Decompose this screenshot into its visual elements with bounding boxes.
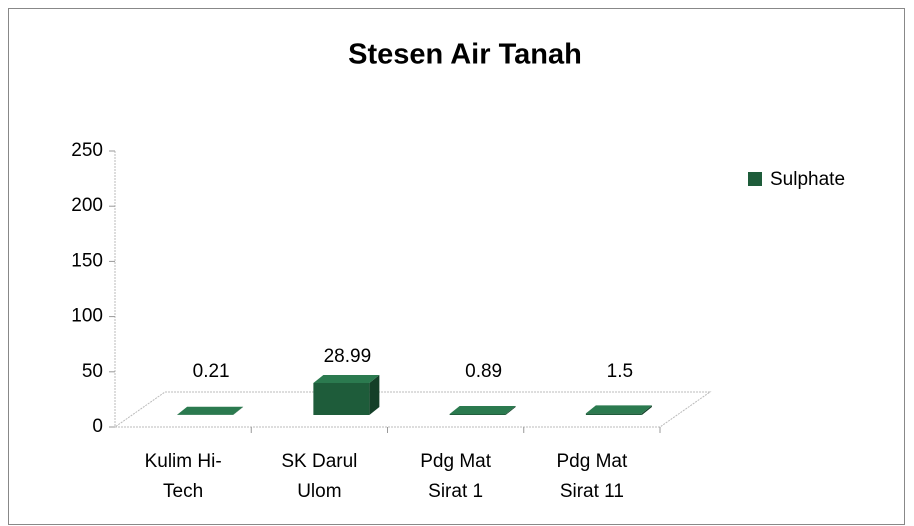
x-tick-label: Pdg Mat Sirat 11 <box>556 451 628 502</box>
bar-front <box>313 382 370 415</box>
y-tick-label: 0 <box>92 416 103 437</box>
bar-side <box>369 374 380 415</box>
legend-swatch <box>748 172 762 186</box>
value-label: 1.5 <box>607 361 633 382</box>
bar-top <box>313 374 380 383</box>
y-tick-label: 50 <box>82 361 103 382</box>
y-tick-label: 250 <box>71 140 103 161</box>
legend-label: Sulphate <box>770 169 845 190</box>
y-tick-label: 100 <box>71 306 103 327</box>
bar-top <box>177 406 244 415</box>
y-tick-label: 150 <box>71 250 103 271</box>
chart-title: Stesen Air Tanah <box>348 39 582 71</box>
bar-top <box>585 405 652 414</box>
bar-side <box>233 406 244 415</box>
y-tick-label: 200 <box>71 195 103 216</box>
floor <box>113 391 712 428</box>
bar-front <box>585 413 642 415</box>
value-label: 0.89 <box>465 361 502 382</box>
bar-front <box>449 414 506 415</box>
bar-side <box>641 405 652 415</box>
x-tick-label: SK Darul Ulom <box>281 451 358 502</box>
bar-side <box>505 406 516 415</box>
value-label: 28.99 <box>324 346 372 367</box>
chart-border <box>8 8 905 525</box>
value-label: 0.21 <box>193 361 230 382</box>
x-tick-label: Kulim Hi-Tech <box>144 451 222 502</box>
x-tick-label: Pdg Mat Sirat 1 <box>420 451 491 502</box>
bar-top <box>449 406 516 415</box>
